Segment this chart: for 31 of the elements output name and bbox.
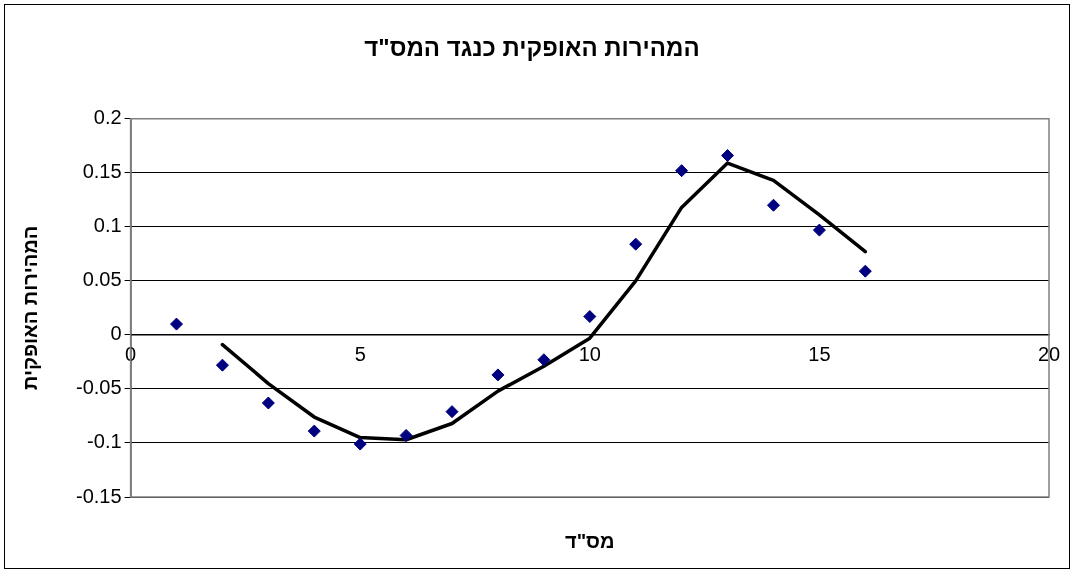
point [491, 368, 505, 382]
point [353, 437, 367, 451]
point [858, 264, 872, 278]
y-tick-label: 0.05 [82, 268, 122, 291]
point [721, 149, 735, 163]
y-axis-title: המהירות האופקית [18, 225, 41, 391]
point [583, 310, 597, 324]
y-tick-label: 0.2 [93, 106, 122, 129]
y-tick-label: -0.1 [87, 430, 122, 453]
y-tick-label: -0.15 [75, 484, 122, 507]
point [537, 353, 551, 367]
x-tick-label: 10 [578, 343, 601, 366]
x-tick-label: 15 [808, 343, 831, 366]
point [445, 405, 459, 419]
x-tick-label: 20 [1037, 343, 1061, 366]
point [215, 358, 229, 372]
y-tick-label: 0.1 [93, 214, 122, 237]
point [766, 198, 780, 212]
point [307, 424, 321, 438]
x-tick-label: 5 [354, 343, 366, 366]
point [812, 223, 826, 237]
point [170, 317, 184, 331]
point [629, 237, 643, 251]
y-tick-label: -0.05 [75, 376, 122, 399]
point [261, 396, 275, 410]
y-tick-label: 0 [110, 322, 122, 345]
chart-title: המהירות האופקית כנגד המס"ד [364, 34, 700, 62]
x-axis-title: מס"ד [564, 529, 615, 552]
y-tick-label: 0.15 [82, 160, 122, 183]
point [399, 428, 413, 442]
point [675, 164, 689, 178]
